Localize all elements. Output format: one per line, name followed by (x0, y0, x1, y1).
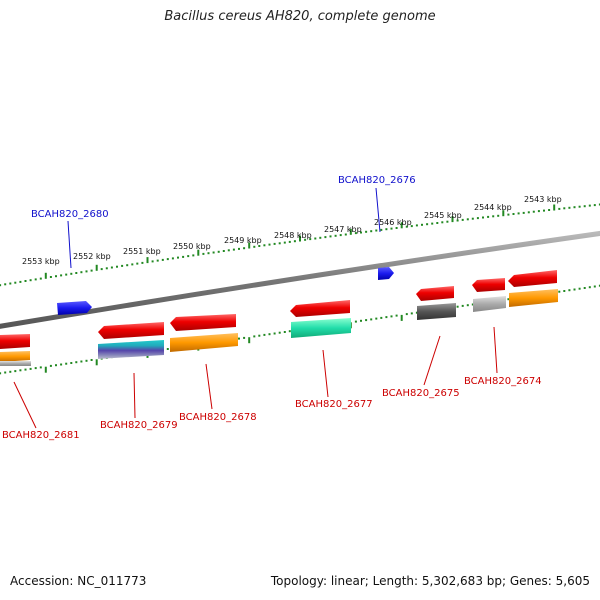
reverse-gene-arrow-icon[interactable] (98, 322, 164, 339)
reverse-gene-arrow-icon[interactable] (473, 296, 506, 312)
gene-label-reverse[interactable]: BCAH820_2681 (2, 430, 80, 441)
reverse-gene-arrow-icon[interactable] (472, 278, 505, 292)
reverse-gene-arrow-icon[interactable] (98, 340, 164, 359)
gene-label-reverse[interactable]: BCAH820_2677 (295, 399, 373, 410)
reverse-gene-arrow-icon[interactable] (170, 333, 238, 352)
reverse-gene-arrow-icon[interactable] (0, 351, 30, 362)
leader-line (375, 187, 381, 233)
scale-label: 2553 kbp (22, 257, 60, 266)
reverse-gene-arrow-icon[interactable] (508, 270, 557, 287)
upper-scale-track (0, 203, 600, 287)
reverse-gene-arrow-icon[interactable] (291, 318, 351, 338)
scale-label: 2552 kbp (73, 252, 111, 261)
scale-label: 2546 kbp (374, 218, 412, 227)
scale-label: 2551 kbp (123, 247, 161, 256)
scale-label: 2548 kbp (274, 231, 312, 240)
leader-line (133, 372, 136, 419)
gene-label-reverse[interactable]: BCAH820_2675 (382, 388, 460, 399)
gene-label-reverse[interactable]: BCAH820_2678 (179, 412, 257, 423)
gene-label-forward[interactable]: BCAH820_2680 (31, 209, 109, 220)
forward-gene-BCAH820_2680[interactable] (57, 301, 92, 315)
gene-label-forward[interactable]: BCAH820_2676 (338, 175, 416, 186)
reverse-gene-arrow-icon[interactable] (170, 314, 236, 331)
gene-label-reverse[interactable]: BCAH820_2679 (100, 420, 178, 431)
genome-summary-text: Topology: linear; Length: 5,302,683 bp; … (270, 574, 590, 588)
page-title: Bacillus cereus AH820, complete genome (164, 9, 436, 24)
reverse-gene-arrow-icon[interactable] (0, 361, 31, 366)
scale-labels: 2553 kbp 2552 kbp 2551 kbp 2550 kbp 2549… (22, 195, 562, 266)
accession-text: Accession: NC_011773 (10, 574, 147, 588)
leader-line (67, 220, 72, 269)
leader-line (493, 326, 498, 374)
forward-gene-BCAH820_2676[interactable] (378, 267, 394, 280)
scale-label: 2547 kbp (324, 225, 362, 234)
scale-label: 2550 kbp (173, 242, 211, 251)
forward-gene-arrow-icon[interactable] (57, 301, 92, 315)
leader-line (205, 363, 213, 410)
reverse-gene-arrow-icon[interactable] (416, 286, 454, 301)
scale-label: 2549 kbp (224, 236, 262, 245)
reverse-gene-arrow-icon[interactable] (290, 300, 350, 317)
leader-line (423, 335, 441, 386)
forward-gene-arrow-icon[interactable] (378, 267, 394, 280)
reverse-gene-arrow-icon[interactable] (417, 303, 456, 320)
leader-line (13, 381, 37, 429)
leader-line (322, 349, 329, 398)
scale-label: 2544 kbp (474, 203, 512, 212)
gene-label-reverse[interactable]: BCAH820_2674 (464, 376, 542, 387)
reverse-gene-arrow-icon[interactable] (509, 289, 558, 307)
scale-label: 2543 kbp (524, 195, 562, 204)
reverse-gene-arrow-icon[interactable] (0, 334, 30, 349)
scale-label: 2545 kbp (424, 211, 462, 220)
